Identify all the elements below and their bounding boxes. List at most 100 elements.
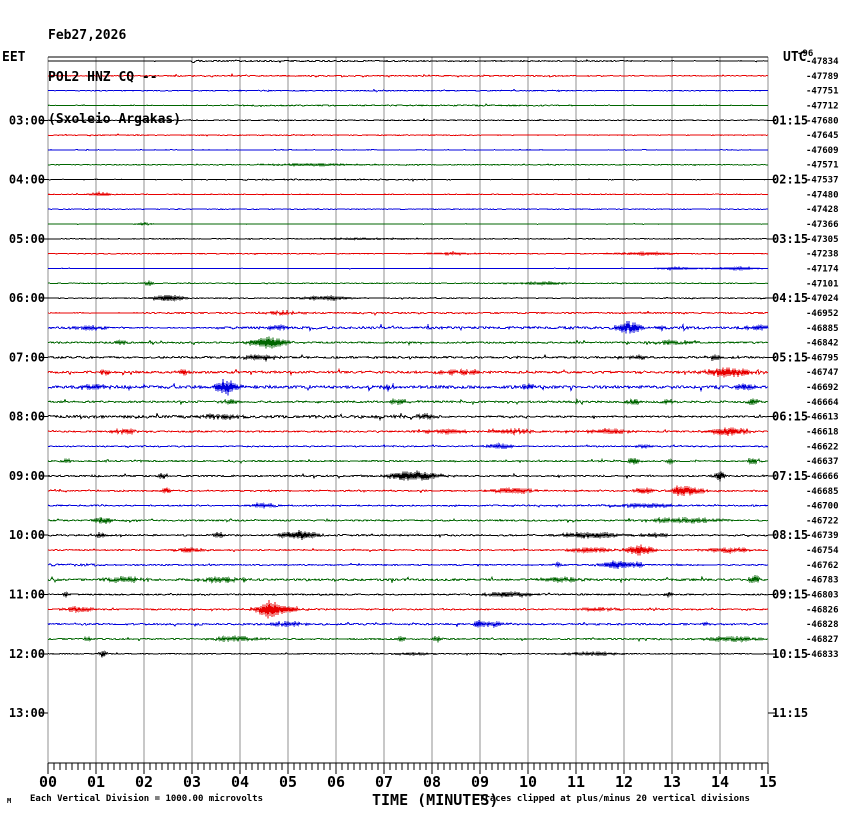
plot-header: Feb27,2026 POL2 HNZ CQ -- (Sxoleio Argak… [48, 1, 181, 155]
seismic-trace-row [47, 426, 769, 437]
seismic-trace-row [47, 162, 769, 167]
trace-amplitude-value: -46826 [806, 605, 839, 615]
trace-amplitude-value: -46613 [806, 413, 839, 423]
utc-hour-label: 09:15 [772, 588, 808, 602]
trace-amplitude-value: -46762 [806, 561, 839, 571]
x-tick-label: 14 [711, 773, 729, 791]
trace-amplitude-value: -46739 [806, 531, 839, 541]
utc-hour-label: 01:15 [772, 113, 808, 127]
right-timezone-label: UTC [783, 50, 807, 65]
x-tick-label: 13 [663, 773, 681, 791]
eet-hour-label: 04:00 [9, 173, 45, 187]
x-tick-label: 05 [279, 773, 297, 791]
trace-amplitude-value: -46618 [806, 428, 839, 438]
x-tick-label: 08 [423, 773, 441, 791]
trace-amplitude-value: -46952 [806, 309, 839, 319]
trace-amplitude-value: -47645 [806, 131, 839, 141]
left-timezone-label: EET [2, 50, 26, 65]
seismic-trace-row [47, 133, 769, 137]
trace-amplitude-value: -46783 [806, 576, 839, 586]
seismic-trace-row [47, 250, 769, 257]
trace-amplitude-value: -46833 [806, 650, 839, 660]
seismic-trace-row [47, 73, 769, 78]
seismic-trace-row [47, 441, 769, 450]
x-tick-label: 11 [567, 773, 585, 791]
seismic-trace-row [47, 148, 769, 152]
trace-amplitude-value: -46666 [806, 472, 839, 482]
utc-hour-label: 02:15 [772, 173, 808, 187]
trace-amplitude-value: -47712 [806, 101, 839, 111]
trace-amplitude-value: -47680 [806, 116, 839, 126]
trace-amplitude-value: -47366 [806, 220, 839, 230]
seismic-trace-row [47, 650, 769, 658]
seismic-trace-row [47, 634, 769, 644]
eet-hour-label: 03:00 [9, 113, 45, 127]
x-tick-label: 06 [327, 773, 345, 791]
x-axis-title: TIME (MINUTES) [372, 791, 499, 809]
seismic-trace-row [47, 367, 769, 378]
seismic-trace-row [47, 516, 769, 525]
x-tick-label: 15 [759, 773, 777, 791]
seismic-trace-row [47, 590, 769, 599]
scale-note: Each Vertical Division = 1000.00 microvo… [30, 794, 263, 804]
utc-hour-label: 08:15 [772, 528, 808, 542]
eet-hour-label: 11:00 [9, 588, 45, 602]
seismic-trace-row [47, 574, 769, 585]
corner-mark: M [7, 797, 12, 805]
x-tick-label: 00 [39, 773, 57, 791]
header-station-location: (Sxoleio Argakas) [48, 112, 182, 127]
seismic-trace-row [47, 117, 769, 122]
trace-amplitude-value: -47537 [806, 176, 839, 186]
trace-amplitude-value: -46885 [806, 324, 839, 334]
seismic-trace-row [47, 309, 769, 317]
trace-amplitude-value: -46827 [806, 635, 839, 645]
trace-amplitude-value: -46664 [806, 398, 839, 408]
seismic-trace-row [47, 485, 769, 497]
eet-hour-label: 12:00 [9, 647, 45, 661]
trace-amplitude-value: -47480 [806, 190, 839, 200]
seismic-trace-row [47, 336, 769, 349]
eet-hour-label: 08:00 [9, 410, 45, 424]
utc-hour-label: 07:15 [772, 469, 808, 483]
trace-amplitude-value: -46722 [806, 516, 839, 526]
trace-amplitude-value: -46828 [806, 620, 839, 630]
seismic-trace-row [47, 379, 769, 396]
trace-amplitude-value: -46692 [806, 383, 839, 393]
seismic-trace-row [47, 544, 769, 556]
seismic-trace-row [47, 208, 769, 211]
x-tick-label: 10 [519, 773, 537, 791]
seismic-trace-row [47, 103, 768, 108]
utc-hour-label: 04:15 [772, 291, 808, 305]
header-date: Feb27,2026 [48, 28, 127, 43]
seismic-trace-row [47, 600, 769, 619]
eet-hour-label: 13:00 [9, 706, 45, 720]
seismic-trace-row [47, 236, 769, 241]
x-tick-label: 12 [615, 773, 633, 791]
clip-note: Traces clipped at plus/minus 20 vertical… [479, 794, 750, 804]
seismic-trace-row [47, 320, 769, 334]
trace-amplitude-value: -47305 [806, 235, 839, 245]
seismic-trace-row [47, 560, 769, 569]
trace-amplitude-value: -46747 [806, 368, 839, 378]
overlapping-amplitude-value: -96 [797, 49, 814, 59]
trace-amplitude-value: -47834 [806, 57, 839, 67]
header-station-id: POL2 HNZ CQ -- [48, 70, 158, 85]
seismic-trace-row [47, 530, 769, 540]
trace-amplitude-value: -46622 [806, 442, 839, 452]
seismic-trace-row [47, 265, 769, 272]
seismic-trace-row [47, 470, 769, 482]
eet-hour-label: 07:00 [9, 350, 45, 364]
trace-amplitude-value: -46795 [806, 353, 839, 363]
seismic-trace-row [47, 501, 769, 510]
utc-hour-label: 11:15 [772, 706, 808, 720]
trace-amplitude-value: -47609 [806, 146, 839, 156]
seismic-trace-row [47, 457, 769, 466]
x-tick-label: 03 [183, 773, 201, 791]
seismic-trace-row [47, 294, 769, 303]
trace-amplitude-value: -47751 [806, 87, 839, 97]
seismic-trace-row [47, 178, 769, 182]
trace-amplitude-value: -47571 [806, 161, 839, 171]
x-tick-label: 04 [231, 773, 249, 791]
